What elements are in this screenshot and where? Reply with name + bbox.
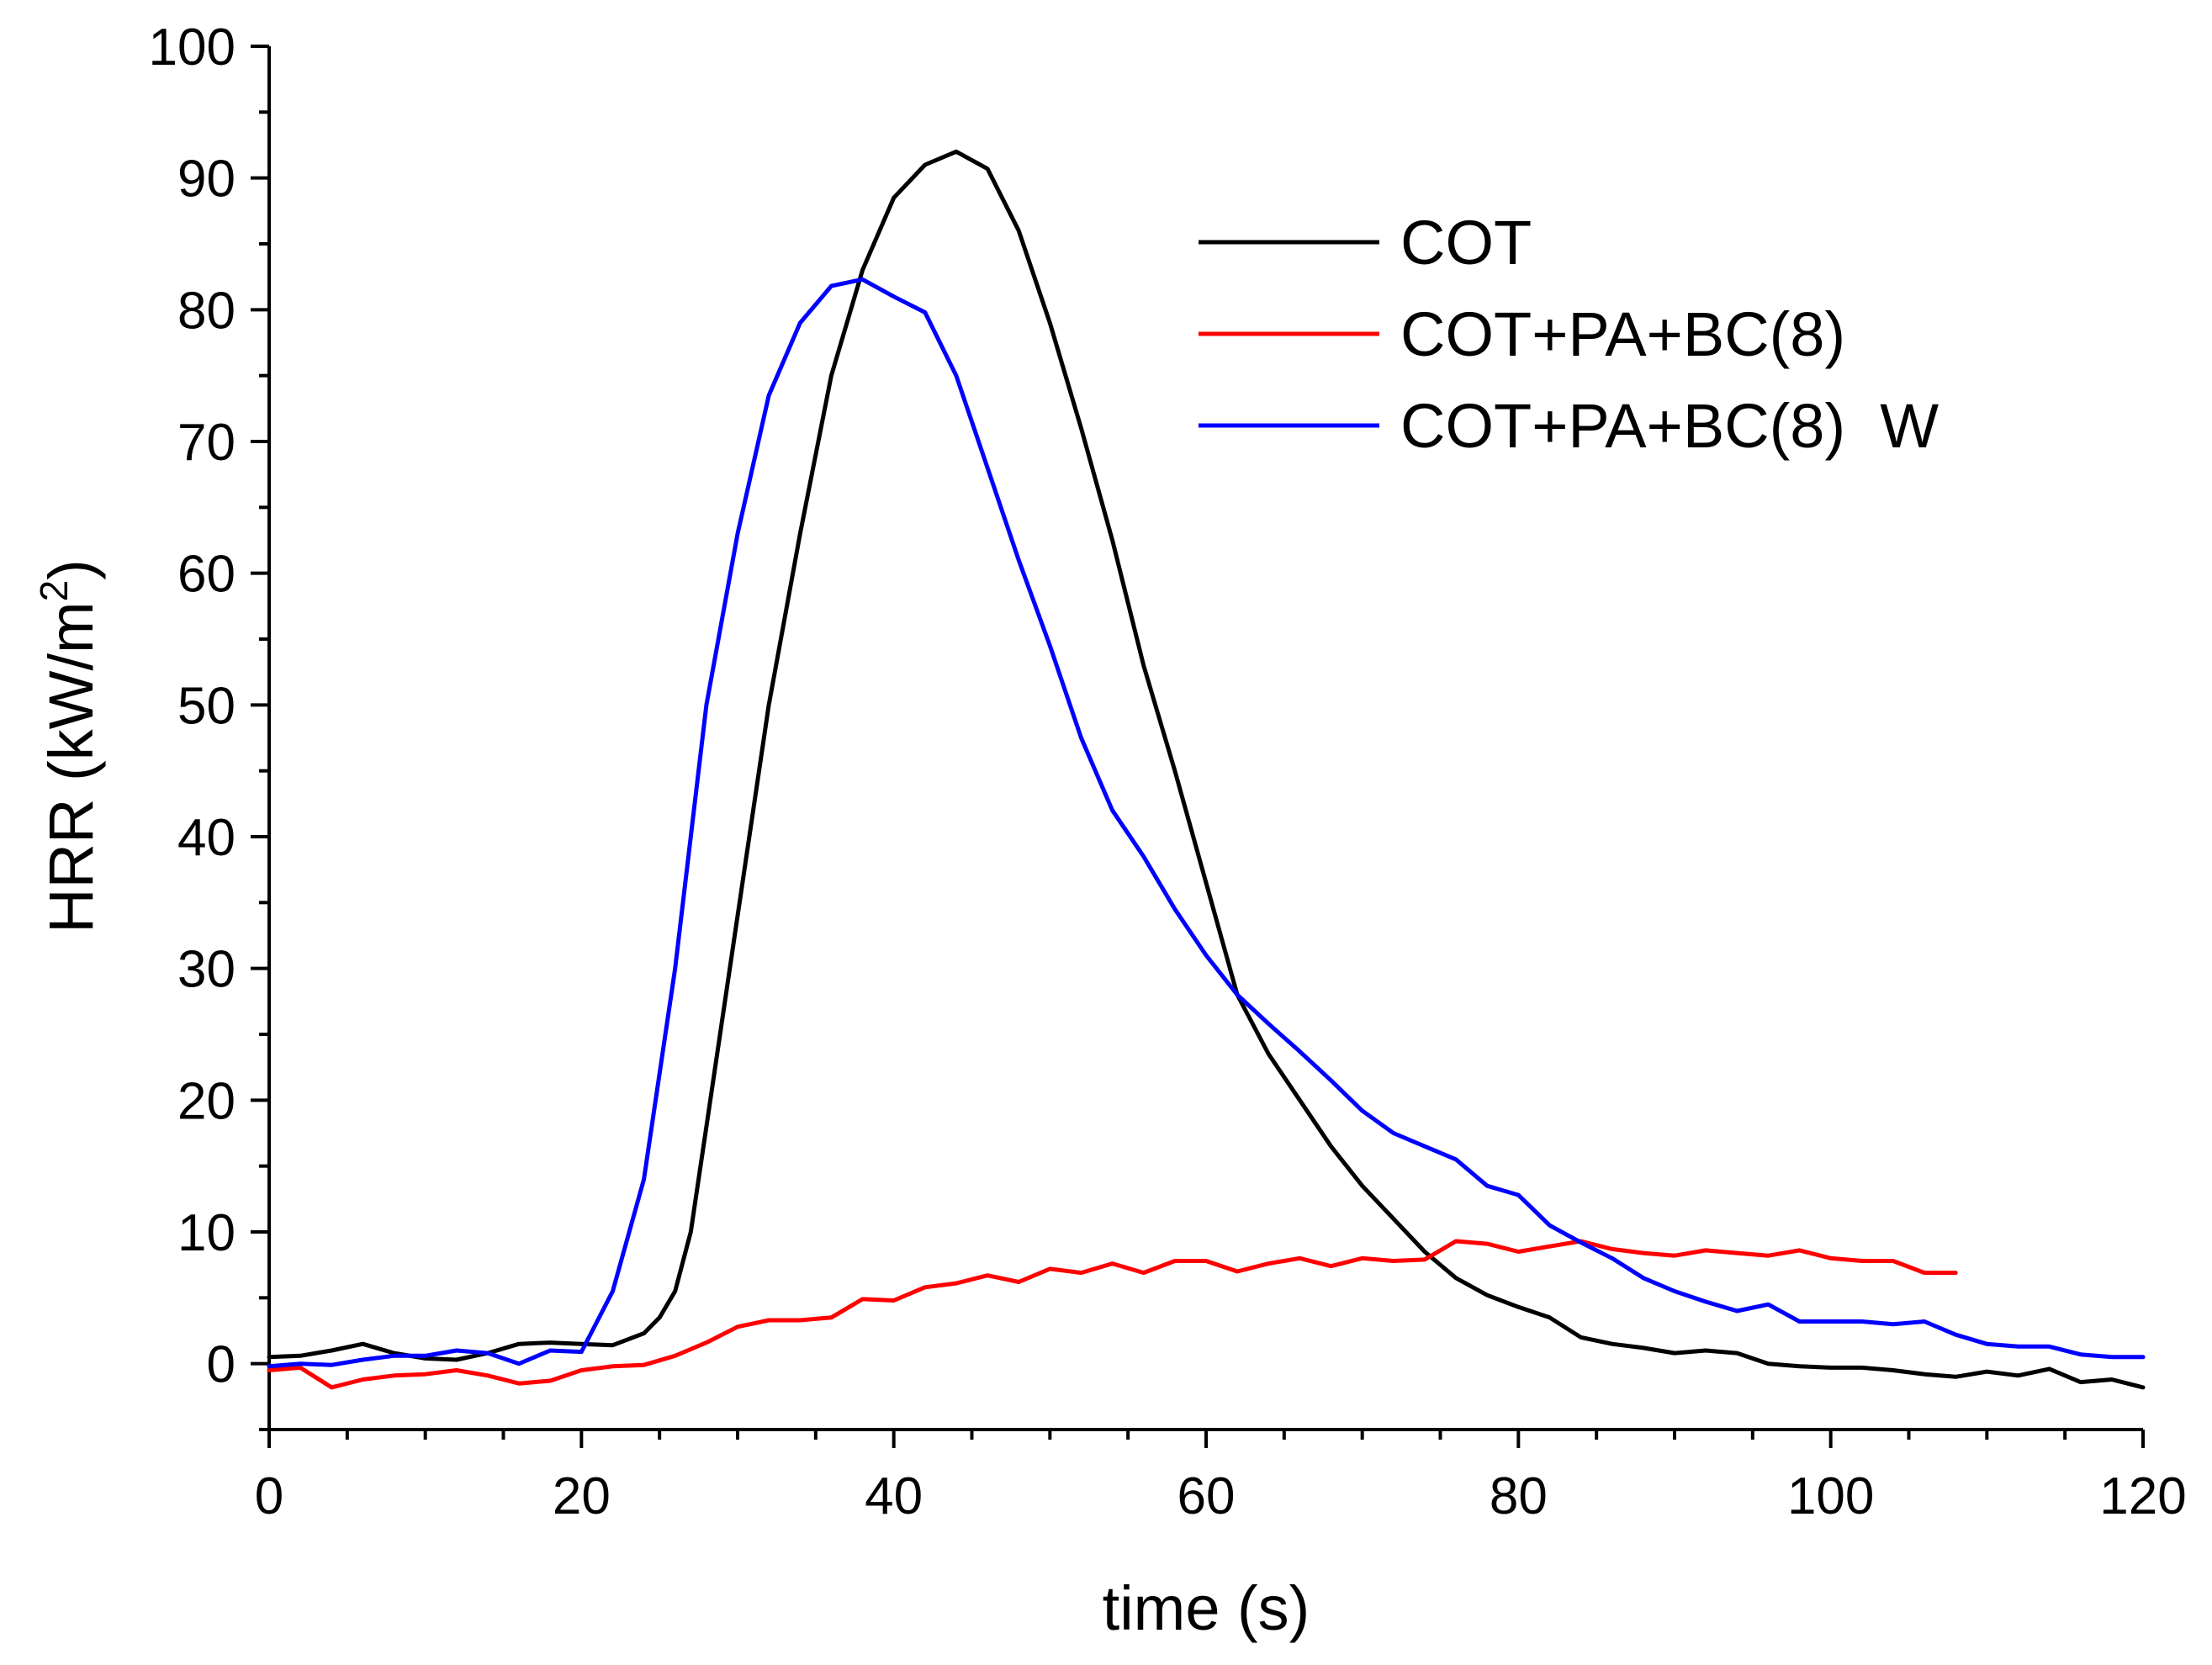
series-line-1	[267, 149, 2146, 1390]
legend: COT COT+PA+BC(8) COT+PA+BC(8) W	[1199, 208, 1939, 461]
y-tick-label: 60	[177, 546, 235, 604]
y-axis-title-close: )	[36, 559, 106, 580]
y-tick-label: 40	[177, 809, 235, 867]
x-tick-label: 120	[2099, 1467, 2186, 1525]
legend-label-2: COT+PA+BC(8)	[1400, 299, 1845, 369]
series-lines	[267, 149, 2146, 1390]
x-tick-label: 0	[255, 1467, 283, 1525]
y-tick-label: 90	[177, 151, 235, 209]
legend-label-1: COT	[1400, 208, 1532, 278]
series-line-3	[267, 277, 2146, 1369]
legend-label-3: COT+PA+BC(8) W	[1400, 391, 1939, 461]
y-axis-title-superscript: 2	[32, 580, 76, 602]
plot-area: 0 10 20 30 40 50 60 70 80 90 100 0 20 40 60 80 100 120	[149, 18, 2187, 1525]
x-tick-label: 20	[553, 1467, 611, 1525]
y-tick-label: 30	[177, 941, 235, 999]
x-tick-label: 40	[865, 1467, 923, 1525]
y-tick-label: 70	[177, 414, 235, 472]
y-tick-label: 50	[177, 677, 235, 735]
y-tick-label: 0	[207, 1336, 235, 1394]
y-axis-title-main: HRR (kW/m	[36, 601, 106, 933]
y-tick-label: 80	[177, 282, 235, 340]
x-tick-label: 60	[1177, 1467, 1236, 1525]
y-axis-title: HRR (kW/m2)	[32, 559, 106, 933]
x-tick-label: 100	[1787, 1467, 1874, 1525]
y-tick-label: 10	[177, 1204, 235, 1262]
axis-ticks: 0 10 20 30 40 50 60 70 80 90 100 0 20 40 60 80 100 120	[149, 18, 2187, 1525]
x-tick-label: 80	[1490, 1467, 1548, 1525]
series-line-2	[267, 1239, 1958, 1390]
y-tick-label: 20	[177, 1072, 235, 1130]
x-axis-title: time (s)	[1103, 1573, 1310, 1643]
y-tick-label: 100	[149, 18, 235, 77]
